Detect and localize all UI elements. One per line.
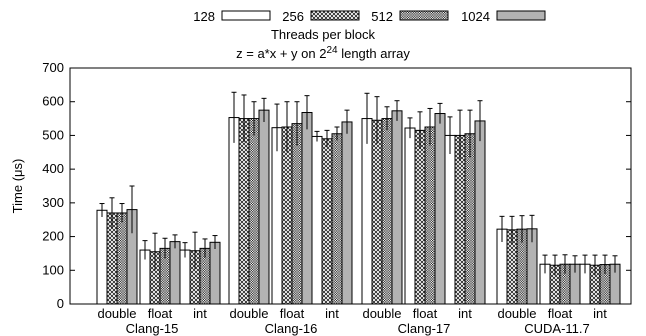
- legend-swatch: [310, 10, 360, 21]
- category-label: int: [193, 306, 207, 321]
- bar: [169, 241, 181, 305]
- y-tick-label: 0: [57, 296, 64, 311]
- bar: [228, 117, 240, 305]
- bar: [424, 126, 436, 305]
- bar: [258, 109, 270, 305]
- bar: [371, 119, 383, 305]
- group-label: Clang-16: [265, 321, 318, 336]
- bar: [414, 129, 426, 305]
- legend-swatch: [496, 10, 546, 21]
- y-tick-label: 300: [42, 195, 64, 210]
- y-tick-label: 100: [42, 262, 64, 277]
- bar: [361, 118, 373, 305]
- bar: [291, 123, 303, 305]
- bar: [248, 118, 260, 305]
- bar: [454, 134, 466, 305]
- y-tick-label: 700: [42, 60, 64, 75]
- bar: [96, 209, 108, 305]
- bar: [238, 118, 250, 305]
- bar: [391, 110, 403, 305]
- legend-title: Threads per block: [271, 27, 376, 42]
- bar: [281, 126, 293, 305]
- category-label: float: [148, 306, 173, 321]
- legend: 128 256 512 1024: [193, 9, 546, 24]
- category-label: float: [548, 306, 573, 321]
- plot-frame: [69, 67, 632, 305]
- y-tick-label: 600: [42, 94, 64, 109]
- category-label: int: [458, 306, 472, 321]
- category-label: double: [97, 306, 136, 321]
- legend-swatch: [399, 10, 449, 21]
- category-label: int: [325, 306, 339, 321]
- bar: [301, 112, 313, 305]
- category-label: double: [362, 306, 401, 321]
- legend-label: 1024: [461, 9, 490, 24]
- category-label: float: [413, 306, 438, 321]
- bar: [444, 134, 456, 305]
- bar: [474, 120, 486, 305]
- category-label: int: [593, 306, 607, 321]
- legend-label: 128: [193, 9, 215, 24]
- bar: [271, 127, 283, 305]
- bar: [464, 133, 476, 305]
- bar: [116, 212, 128, 305]
- legend-swatch: [221, 10, 271, 21]
- bar: [331, 133, 343, 305]
- group-label: CUDA-11.7: [524, 321, 590, 336]
- bar: [434, 113, 446, 305]
- group-label: Clang-17: [398, 321, 451, 336]
- chart-title: z = a*x + y on 224 length array: [236, 45, 410, 61]
- group-label: Clang-15: [126, 321, 179, 336]
- bar: [404, 127, 416, 305]
- category-label: double: [229, 306, 268, 321]
- bars: [96, 91, 621, 305]
- bar: [341, 121, 353, 305]
- legend-label: 256: [282, 9, 304, 24]
- bar: [311, 135, 323, 305]
- category-label: double: [497, 306, 536, 321]
- bar: [209, 241, 221, 305]
- legend-label: 512: [371, 9, 393, 24]
- y-tick-label: 200: [42, 229, 64, 244]
- bar: [381, 118, 393, 305]
- category-label: float: [280, 306, 305, 321]
- y-axis: 0 100 200 300 400 500 600 700: [42, 60, 631, 311]
- y-axis-title: Time (μs): [10, 159, 25, 214]
- y-tick-label: 400: [42, 161, 64, 176]
- bar: [321, 138, 333, 305]
- y-tick-label: 500: [42, 127, 64, 142]
- bar: [179, 249, 191, 305]
